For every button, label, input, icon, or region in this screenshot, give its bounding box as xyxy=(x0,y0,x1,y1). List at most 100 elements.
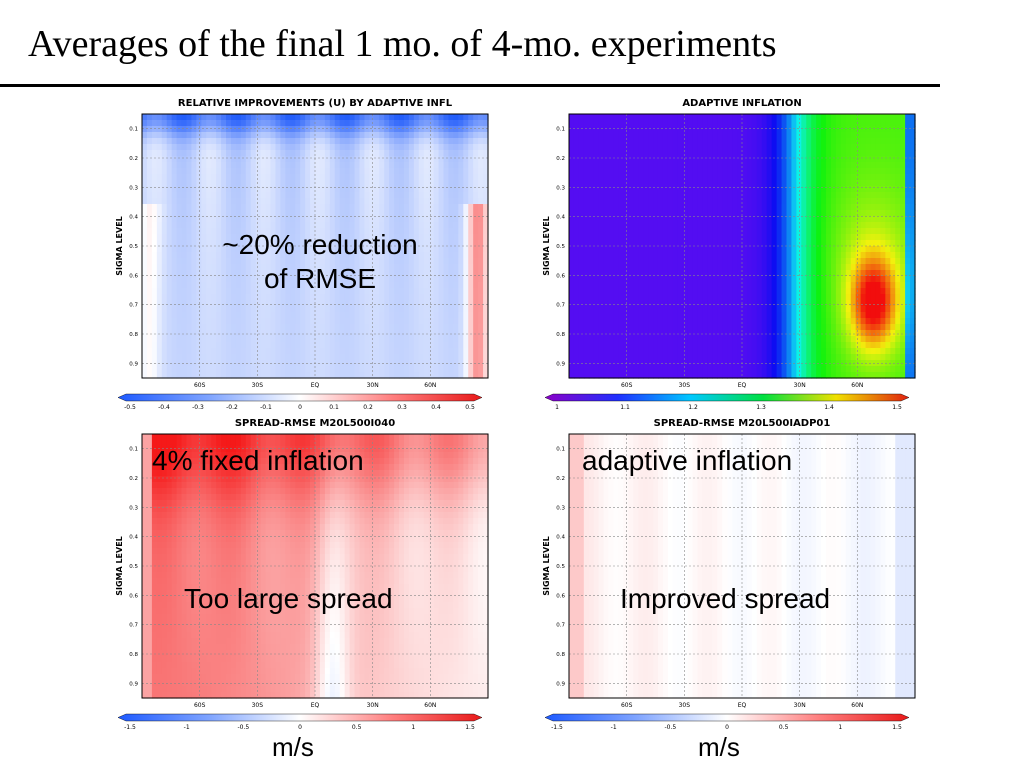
heatmap-cell xyxy=(344,168,351,175)
heatmap-cell xyxy=(235,270,242,277)
heatmap-cell xyxy=(781,216,788,223)
heatmap-cell xyxy=(211,150,217,157)
heatmap-cell xyxy=(369,216,375,223)
heatmap-cell xyxy=(692,252,699,259)
heatmap-svg: RELATIVE IMPROVEMENTS (U) BY ADAPTIVE IN… xyxy=(115,98,489,410)
heatmap-cell xyxy=(667,204,674,211)
heatmap-cell xyxy=(142,228,148,235)
heatmap-cell xyxy=(399,282,405,289)
heatmap-cell xyxy=(339,132,346,139)
heatmap-cell xyxy=(453,300,459,307)
heatmap-cell xyxy=(433,318,440,325)
heatmap-cell xyxy=(216,204,222,211)
heatmap-cell xyxy=(746,198,753,205)
heatmap-cell xyxy=(816,258,822,265)
heatmap-cell xyxy=(181,270,188,277)
heatmap-cell xyxy=(374,324,380,331)
heatmap-cell xyxy=(354,366,361,373)
heatmap-cell xyxy=(339,174,346,181)
heatmap-cell xyxy=(324,306,331,313)
heatmap-cell xyxy=(463,216,469,223)
heatmap-cell xyxy=(166,150,173,157)
heatmap-cell xyxy=(648,228,654,235)
heatmap-cell xyxy=(295,330,301,337)
heatmap-cell xyxy=(369,204,375,211)
heatmap-cell xyxy=(255,336,262,343)
heatmap-cell xyxy=(161,228,168,235)
heatmap-cell xyxy=(697,258,704,265)
heatmap-cell xyxy=(737,150,743,157)
heatmap-cell xyxy=(226,240,232,247)
heatmap-cell xyxy=(458,120,464,127)
heatmap-cell xyxy=(339,294,346,301)
heatmap-cell xyxy=(816,252,822,259)
heatmap-cell xyxy=(717,222,723,229)
heatmap-cell xyxy=(211,252,217,259)
heatmap-cell xyxy=(633,126,639,133)
heatmap-cell xyxy=(403,258,410,265)
heatmap-cell xyxy=(240,330,247,337)
heatmap-cell xyxy=(756,246,763,253)
heatmap-cell xyxy=(379,150,385,157)
heatmap-cell xyxy=(146,216,153,223)
heatmap-cell xyxy=(171,240,178,247)
heatmap-cell xyxy=(593,144,600,151)
heatmap-cell xyxy=(468,180,474,187)
heatmap-cell xyxy=(250,174,257,181)
heatmap-cell xyxy=(384,192,390,199)
heatmap-cell xyxy=(364,372,370,379)
heatmap-cell xyxy=(270,162,277,169)
heatmap-cell xyxy=(403,174,410,181)
heatmap-cell xyxy=(384,210,390,217)
heatmap-cell xyxy=(379,168,385,175)
heatmap-cell xyxy=(270,138,277,145)
heatmap-cell xyxy=(230,312,237,319)
heatmap-cell xyxy=(613,192,620,199)
heatmap-cell xyxy=(315,318,321,325)
heatmap-cell xyxy=(379,240,385,247)
heatmap-cell xyxy=(315,198,321,205)
heatmap-cell xyxy=(369,138,375,145)
heatmap-cell xyxy=(374,228,380,235)
heatmap-cell xyxy=(890,174,896,181)
heatmap-cell xyxy=(727,270,733,277)
heatmap-cell xyxy=(260,276,267,283)
heatmap-cell xyxy=(423,276,430,283)
heatmap-cell xyxy=(290,198,296,205)
heatmap-cell xyxy=(211,312,217,319)
heatmap-cell xyxy=(389,144,395,151)
heatmap-cell xyxy=(226,252,232,259)
heatmap-cell xyxy=(448,348,454,355)
heatmap-cell xyxy=(662,192,669,199)
heatmap-cell xyxy=(191,132,197,139)
heatmap-cell xyxy=(756,234,763,241)
heatmap-cell xyxy=(211,342,217,349)
heatmap-cell xyxy=(146,252,153,259)
heatmap-cell xyxy=(657,168,664,175)
heatmap-cell xyxy=(593,156,600,163)
heatmap-cell xyxy=(687,186,694,193)
heatmap-cell xyxy=(746,132,753,139)
heatmap-cell xyxy=(453,240,459,247)
heatmap-cell xyxy=(255,132,262,139)
heatmap-cell xyxy=(305,192,311,199)
heatmap-cell xyxy=(230,264,237,271)
heatmap-cell xyxy=(245,366,252,373)
heatmap-cell xyxy=(573,228,580,235)
heatmap-cell xyxy=(181,348,188,355)
heatmap-cell xyxy=(300,246,306,253)
heatmap-cell xyxy=(334,372,341,379)
heatmap-cell xyxy=(423,138,430,145)
heatmap-cell xyxy=(473,300,479,307)
heatmap-cell xyxy=(761,156,768,163)
heatmap-cell xyxy=(171,348,178,355)
heatmap-cell xyxy=(643,240,649,247)
heatmap-cell xyxy=(761,210,768,217)
heatmap-cell xyxy=(142,156,148,163)
heatmap-field xyxy=(569,114,916,379)
heatmap-cell xyxy=(201,216,207,223)
heatmap-cell xyxy=(151,186,158,193)
heatmap-cell xyxy=(662,270,669,277)
heatmap-cell xyxy=(240,306,247,313)
heatmap-cell xyxy=(667,162,674,169)
